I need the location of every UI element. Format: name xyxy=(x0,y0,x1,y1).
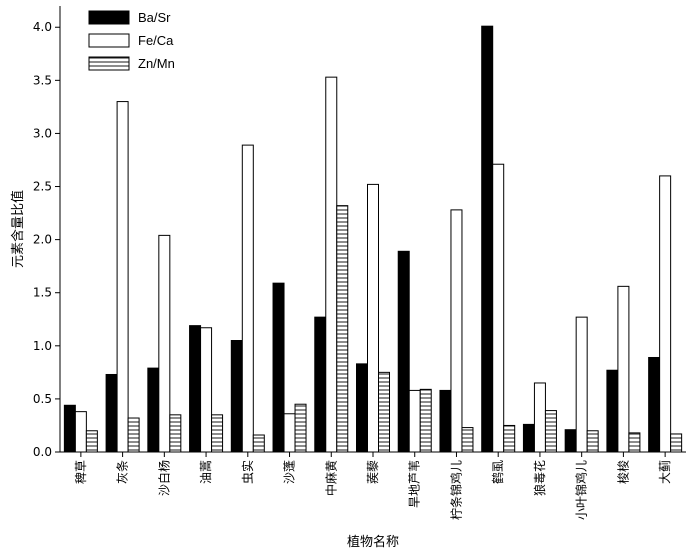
bar-ba-sr xyxy=(648,356,661,453)
bar-zn-mn xyxy=(628,432,641,453)
legend-swatch xyxy=(88,10,130,25)
bar-ba-sr xyxy=(63,404,76,453)
bar-ba-sr xyxy=(356,363,368,453)
bars xyxy=(63,25,683,453)
bar-fe-ca xyxy=(200,327,213,453)
bar-fe-ca xyxy=(450,209,463,453)
x-tick-label: 旱地芦苇 xyxy=(408,460,422,508)
legend-swatch xyxy=(88,33,130,48)
y-tick-label: 2.5 xyxy=(33,180,52,194)
bar-zn-mn xyxy=(252,434,265,453)
bar-fe-ca xyxy=(325,76,338,453)
x-tick-label: 蒺藜 xyxy=(366,460,380,484)
bar-ba-sr xyxy=(272,282,285,453)
y-tick-label: 0.0 xyxy=(33,445,52,459)
x-tick-label: 鹤虱 xyxy=(490,460,505,484)
bar-zn-mn xyxy=(586,430,599,453)
bar-ba-sr xyxy=(147,367,160,453)
legend-label: Ba/Sr xyxy=(138,10,171,25)
y-tick-label: 3.5 xyxy=(33,73,52,87)
bar-zn-mn xyxy=(294,403,307,453)
x-tick-label: 梭梭 xyxy=(615,460,630,484)
bar-fe-ca xyxy=(116,101,129,453)
bar-fe-ca xyxy=(492,163,505,453)
x-tick-label: 稗草 xyxy=(73,460,88,484)
bar-zn-mn xyxy=(127,417,140,453)
x-tick-label: 狼毒花 xyxy=(532,460,547,496)
bar-fe-ca xyxy=(241,144,254,453)
bar-ba-sr xyxy=(481,25,494,453)
x-tick-label: 小叶锦鸡儿 xyxy=(574,460,589,520)
y-axis: 0.0 0.5 1.0 1.5 2.0 2.5 3.0 3.5 4.0 xyxy=(33,20,60,459)
bar-ba-sr xyxy=(314,316,327,453)
bar-fe-ca xyxy=(575,316,588,453)
bar-zn-mn xyxy=(336,205,349,453)
bar-zn-mn xyxy=(503,424,516,453)
bar-ba-sr xyxy=(522,423,535,453)
y-tick-label: 0.5 xyxy=(33,392,52,406)
y-axis-title: 元素含量比值 xyxy=(10,190,26,268)
x-tick-label: 大蓟 xyxy=(658,460,672,484)
x-tick-label: 沙白杨 xyxy=(156,460,171,496)
bar-zn-mn xyxy=(461,427,474,453)
x-tick-label: 中麻黄 xyxy=(323,460,338,496)
bar-fe-ca xyxy=(283,413,296,453)
x-tick-label: 灰条 xyxy=(116,460,130,484)
bar-ba-sr xyxy=(564,429,577,453)
legend-label: Fe/Ca xyxy=(138,33,174,48)
bar-zn-mn xyxy=(419,388,432,453)
x-tick-label: 柠条锦鸡儿 xyxy=(448,460,463,520)
bar-fe-ca xyxy=(158,234,171,453)
bar-ba-sr xyxy=(439,389,452,453)
x-tick-label: 油蒿 xyxy=(199,460,213,484)
y-tick-label: 1.5 xyxy=(33,286,52,300)
bar-fe-ca xyxy=(367,183,379,453)
legend: Ba/Sr Fe/Ca Zn/Mn xyxy=(88,10,175,71)
bar-ba-sr xyxy=(105,373,118,453)
bar-fe-ca xyxy=(74,411,87,453)
bar-zn-mn xyxy=(85,430,98,453)
legend-label: Zn/Mn xyxy=(138,56,175,71)
y-tick-label: 2.0 xyxy=(33,233,52,247)
bar-zn-mn xyxy=(378,371,390,453)
y-tick-label: 4.0 xyxy=(33,20,52,34)
bar-zn-mn xyxy=(670,433,683,453)
bar-zn-mn xyxy=(544,410,557,453)
bar-ba-sr xyxy=(189,325,202,453)
x-axis: 稗草 灰条 沙白杨 油蒿 虫实 沙蓬 中麻黄 蒺藜 旱地芦苇 柠条锦鸡儿 鹤虱 狼毒花 小叶锦鸡儿 梭梭 大… xyxy=(73,452,672,520)
bar-ba-sr xyxy=(230,340,243,453)
bar-fe-ca xyxy=(659,175,672,453)
bar-fe-ca xyxy=(408,389,421,453)
bar-fe-ca xyxy=(533,382,546,453)
y-tick-label: 3.0 xyxy=(33,126,52,140)
bar-zn-mn xyxy=(211,414,224,453)
bar-fe-ca xyxy=(617,285,630,453)
y-tick-label: 1.0 xyxy=(33,339,52,353)
x-axis-title: 植物名称 xyxy=(347,534,399,550)
x-tick-label: 虫实 xyxy=(240,460,255,484)
bar-zn-mn xyxy=(169,414,182,453)
bar-ba-sr xyxy=(397,250,410,453)
bar-ba-sr xyxy=(606,369,619,453)
x-tick-label: 沙蓬 xyxy=(283,460,297,484)
legend-swatch xyxy=(88,56,130,71)
